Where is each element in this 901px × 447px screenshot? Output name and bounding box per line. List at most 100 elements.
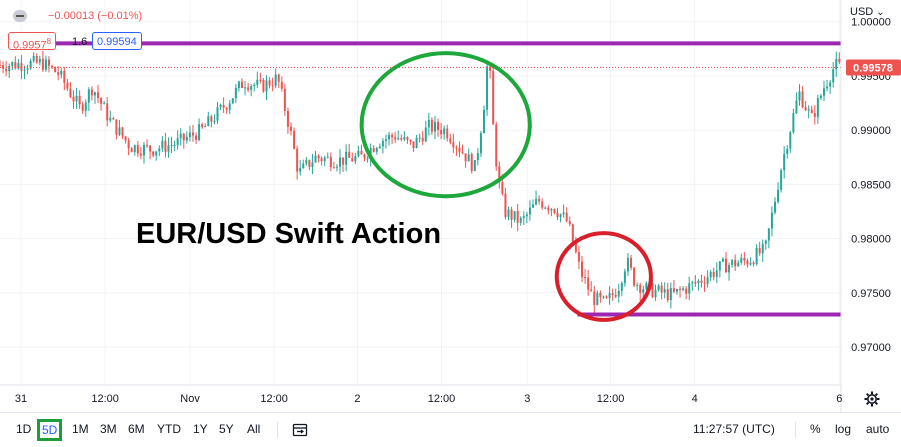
candle [504, 187, 507, 220]
candle [433, 115, 436, 140]
candle [103, 100, 106, 105]
price-tick-label: 0.98500 [851, 179, 891, 191]
candle [342, 157, 345, 173]
candle [339, 149, 342, 175]
time-axis[interactable]: 31 12:00 Nov 12:00 2 12:00 3 12:00 4 6 [15, 393, 842, 405]
currency-label: USD [850, 6, 874, 18]
candle [826, 79, 829, 92]
log-toggle[interactable]: log [835, 422, 852, 436]
candle [492, 64, 495, 125]
auto-toggle[interactable]: auto [866, 422, 890, 436]
candle [75, 87, 78, 109]
candle [691, 280, 694, 291]
candle [185, 131, 188, 144]
current-price-tag: 0.99578 [846, 59, 901, 76]
candle [522, 211, 525, 226]
candle [718, 261, 721, 278]
time-tick-label: 31 [15, 393, 27, 405]
candle [770, 206, 773, 237]
candle [375, 146, 378, 155]
candle [740, 253, 743, 265]
price-tick-label: 0.97000 [851, 342, 891, 354]
candle [8, 63, 11, 78]
candle [262, 78, 265, 93]
timeframe-ytd[interactable]: YTD [157, 422, 181, 436]
candle [152, 151, 155, 158]
candle [299, 160, 302, 176]
timeframe-1d[interactable]: 1D [16, 422, 32, 436]
candle [565, 207, 568, 223]
candle [657, 284, 660, 292]
price-axis[interactable]: 1.000000.995000.990000.985000.980000.975… [851, 17, 891, 354]
timeframe-1m[interactable]: 1M [72, 422, 89, 436]
candle [712, 267, 715, 281]
price-chart[interactable]: 1.000000.995000.990000.985000.980000.975… [0, 0, 901, 412]
candle [247, 82, 250, 93]
candle [351, 152, 354, 162]
timeframe-5d[interactable]: 5D [37, 419, 63, 441]
candle [495, 121, 498, 171]
candle [293, 127, 296, 150]
date-range-icon[interactable] [292, 422, 308, 438]
candle [421, 130, 424, 146]
candle [746, 258, 749, 268]
candle [519, 216, 522, 226]
support-resistance-lines [14, 41, 841, 317]
candle [577, 245, 580, 270]
candle [286, 107, 289, 134]
bottom-toolbar: 1D 5D 1M 3M 6M YTD 1Y 5Y All 11:27:57 (U… [0, 412, 901, 447]
candle [464, 153, 467, 168]
grid [0, 0, 841, 385]
candle [216, 101, 219, 125]
candle [617, 283, 620, 303]
timeframe-3m[interactable]: 3M [100, 422, 117, 436]
current-price-label: 0.99578 [853, 62, 893, 74]
candle [124, 135, 127, 144]
timeframe-1y[interactable]: 1Y [193, 422, 208, 436]
candle [100, 97, 103, 111]
candle [513, 211, 516, 223]
candle [228, 99, 231, 115]
candle [290, 122, 293, 136]
candle [204, 123, 207, 128]
candle [366, 155, 369, 163]
candle [553, 208, 556, 215]
timeframe-all[interactable]: All [247, 422, 261, 436]
candle [587, 269, 590, 296]
ask-price-box[interactable]: 0.99594 [92, 32, 142, 50]
candle [581, 255, 584, 283]
bid-price-pip: 8 [46, 37, 52, 46]
candle [259, 72, 262, 84]
candle [761, 239, 764, 262]
candle [271, 77, 274, 92]
candle [97, 84, 100, 104]
red-highlight-circle [554, 231, 653, 322]
gear-icon[interactable] [864, 391, 880, 407]
candle [112, 116, 115, 120]
price-change: −0.00013 (−0.01%) [48, 10, 143, 22]
candle [384, 134, 387, 149]
candle [253, 82, 256, 92]
collapse-legend-icon[interactable] [13, 10, 27, 22]
timeframe-6m[interactable]: 6M [128, 422, 145, 436]
candle [335, 164, 338, 172]
candle [317, 154, 320, 163]
candle [66, 79, 69, 91]
clock-readout[interactable]: 11:27:57 (UTC) [693, 422, 775, 436]
candle [44, 55, 47, 72]
candle [639, 282, 642, 301]
timeframe-5y[interactable]: 5Y [219, 422, 234, 436]
candle [780, 168, 783, 193]
bid-price-box[interactable]: 0.99578 [8, 32, 57, 52]
candle [452, 133, 455, 153]
candle [758, 241, 761, 256]
candle [835, 51, 838, 77]
percent-toggle[interactable]: % [810, 422, 821, 436]
candle [663, 282, 666, 299]
candle [801, 86, 804, 109]
candle [430, 117, 433, 135]
currency-selector[interactable]: USD ⌄ [850, 6, 885, 18]
candle [427, 112, 430, 136]
time-tick-label: 4 [692, 393, 698, 405]
candle [225, 106, 228, 114]
